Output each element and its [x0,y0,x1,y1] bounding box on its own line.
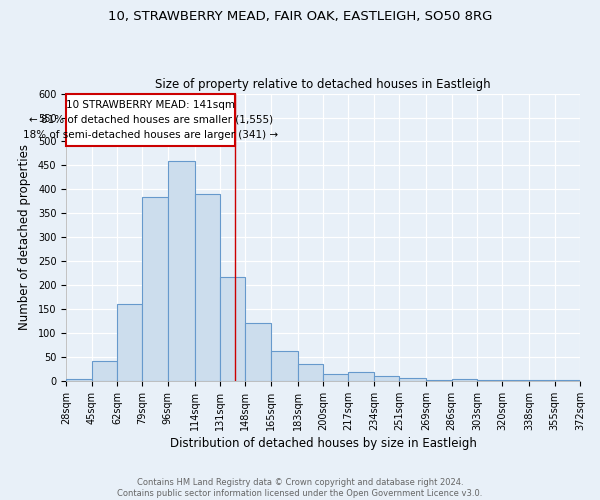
Bar [323,374,349,381]
Title: Size of property relative to detached houses in Eastleigh: Size of property relative to detached ho… [155,78,491,91]
Bar [66,378,92,381]
X-axis label: Distribution of detached houses by size in Eastleigh: Distribution of detached houses by size … [170,437,476,450]
Bar [117,304,142,381]
Bar [298,364,323,381]
Bar [426,380,452,381]
Bar [92,361,117,381]
Bar [554,380,580,381]
Text: 10, STRAWBERRY MEAD, FAIR OAK, EASTLEIGH, SO50 8RG: 10, STRAWBERRY MEAD, FAIR OAK, EASTLEIGH… [108,10,492,23]
Text: Contains HM Land Registry data © Crown copyright and database right 2024.
Contai: Contains HM Land Registry data © Crown c… [118,478,482,498]
Bar [168,160,194,381]
Bar [399,378,426,381]
Bar [142,196,168,381]
Bar [220,276,245,381]
Bar [245,322,271,381]
Bar [374,376,399,381]
Bar [349,372,374,381]
Bar [452,378,477,381]
Bar [271,352,298,381]
Text: 10 STRAWBERRY MEAD: 141sqm
← 81% of detached houses are smaller (1,555)
18% of s: 10 STRAWBERRY MEAD: 141sqm ← 81% of deta… [23,100,278,140]
Y-axis label: Number of detached properties: Number of detached properties [18,144,31,330]
Bar [194,194,220,381]
Bar [66,94,235,146]
